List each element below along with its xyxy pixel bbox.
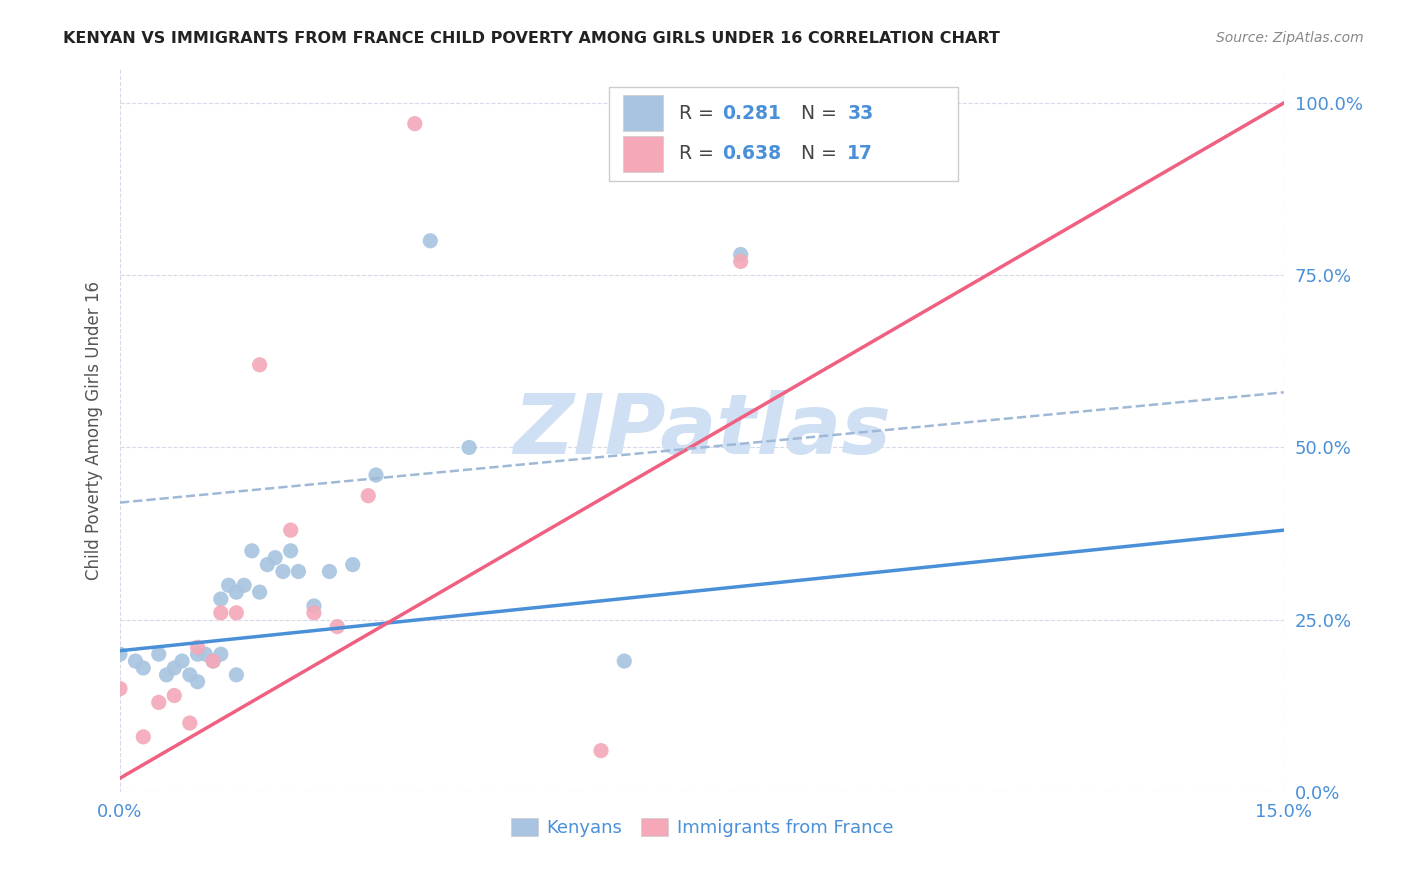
Point	[187, 647, 209, 661]
Point	[225, 668, 247, 682]
Point	[326, 619, 349, 633]
Point	[318, 565, 340, 579]
Point	[256, 558, 278, 572]
Point	[342, 558, 364, 572]
Text: ZIPatlas: ZIPatlas	[513, 390, 891, 471]
Point	[163, 689, 186, 703]
Point	[364, 468, 387, 483]
Text: R =: R =	[679, 145, 720, 163]
Point	[240, 544, 263, 558]
Point	[179, 716, 201, 731]
Point	[187, 640, 209, 655]
Point	[170, 654, 193, 668]
Point	[613, 654, 636, 668]
Point	[233, 578, 256, 592]
Point	[132, 661, 155, 675]
Point	[287, 565, 309, 579]
Point	[249, 358, 271, 372]
Point	[108, 681, 131, 696]
Point	[730, 254, 752, 268]
Point	[148, 695, 170, 709]
Point	[357, 489, 380, 503]
Point	[458, 441, 481, 455]
Text: 33: 33	[848, 103, 873, 123]
Point	[419, 234, 441, 248]
Point	[124, 654, 146, 668]
Point	[589, 744, 612, 758]
Point	[209, 592, 232, 607]
Point	[132, 730, 155, 744]
Text: N =: N =	[801, 145, 842, 163]
Legend: Kenyans, Immigrants from France: Kenyans, Immigrants from France	[503, 811, 900, 845]
Point	[225, 585, 247, 599]
Point	[108, 647, 131, 661]
FancyBboxPatch shape	[609, 87, 957, 181]
Point	[163, 661, 186, 675]
Point	[264, 550, 287, 565]
Point	[280, 523, 302, 537]
Text: KENYAN VS IMMIGRANTS FROM FRANCE CHILD POVERTY AMONG GIRLS UNDER 16 CORRELATION : KENYAN VS IMMIGRANTS FROM FRANCE CHILD P…	[63, 31, 1000, 46]
Text: 17: 17	[848, 145, 873, 163]
Point	[148, 647, 170, 661]
Point	[155, 668, 177, 682]
Point	[202, 654, 225, 668]
Text: Source: ZipAtlas.com: Source: ZipAtlas.com	[1216, 31, 1364, 45]
Point	[209, 647, 232, 661]
FancyBboxPatch shape	[623, 136, 664, 172]
Point	[218, 578, 240, 592]
Point	[302, 606, 325, 620]
Point	[302, 599, 325, 613]
Text: N =: N =	[801, 103, 842, 123]
Point	[404, 117, 426, 131]
Point	[179, 668, 201, 682]
FancyBboxPatch shape	[623, 95, 664, 131]
Point	[187, 674, 209, 689]
Y-axis label: Child Poverty Among Girls Under 16: Child Poverty Among Girls Under 16	[86, 281, 103, 580]
Point	[271, 565, 294, 579]
Point	[209, 606, 232, 620]
Point	[249, 585, 271, 599]
Point	[202, 654, 225, 668]
Text: 0.638: 0.638	[721, 145, 780, 163]
Point	[730, 247, 752, 261]
Point	[194, 647, 217, 661]
Text: R =: R =	[679, 103, 720, 123]
Point	[280, 544, 302, 558]
Point	[225, 606, 247, 620]
Text: 0.281: 0.281	[721, 103, 780, 123]
